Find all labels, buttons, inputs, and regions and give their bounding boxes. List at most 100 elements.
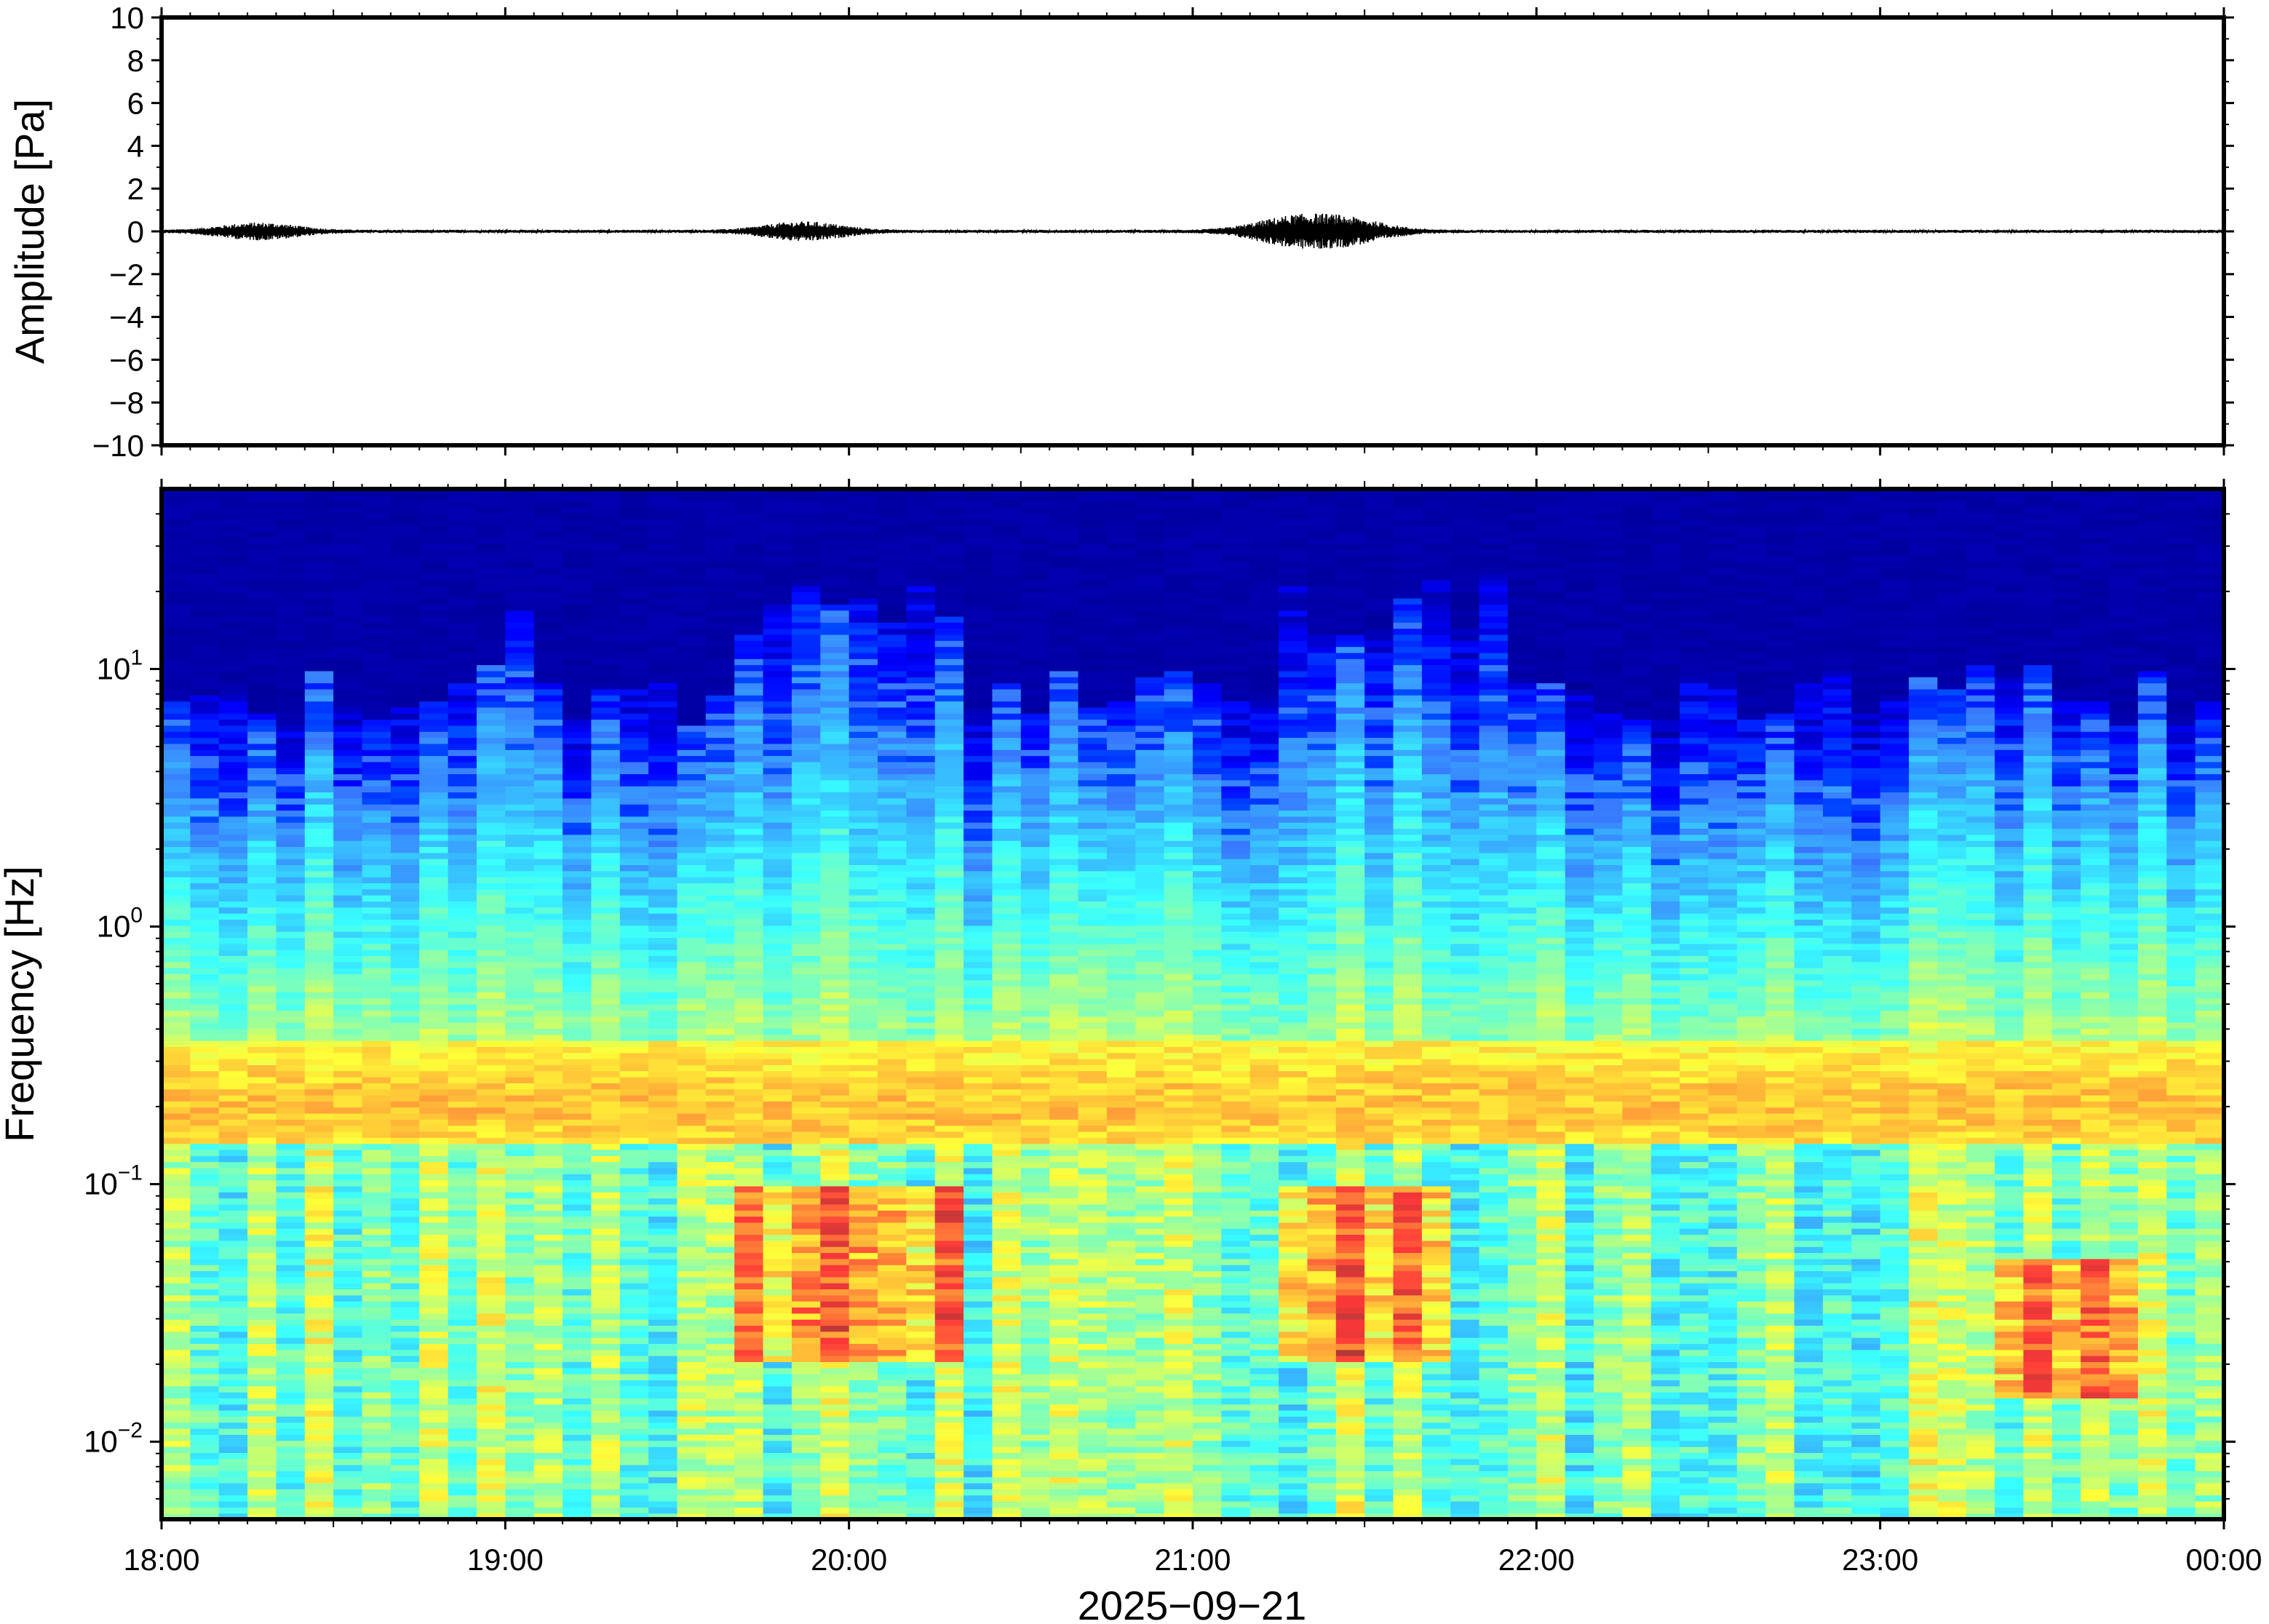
spectrogram-cell	[390, 1064, 420, 1072]
spectrogram-cell	[218, 525, 248, 532]
spectrogram-cell	[505, 1458, 535, 1465]
spectrogram-cell	[934, 1513, 964, 1519]
spectrogram-cell	[763, 731, 792, 739]
spectrogram-cell	[619, 731, 649, 739]
spectrogram-cell	[390, 1458, 420, 1465]
spectrogram-cell	[563, 870, 592, 877]
spectrogram-cell	[218, 792, 248, 799]
spectrogram-cell	[619, 573, 649, 581]
spectrogram-cell	[791, 883, 821, 890]
spectrogram-cell	[533, 1440, 563, 1447]
spectrogram-cell	[734, 677, 764, 684]
spectrogram-cell	[162, 1265, 191, 1272]
spectrogram-cell	[505, 1440, 535, 1447]
spectrogram-cell	[791, 1361, 821, 1369]
spectrogram-cell	[190, 1458, 220, 1465]
spectrogram-cell	[591, 1107, 621, 1114]
spectrogram-cell	[218, 1343, 248, 1350]
spectrogram-cell	[162, 501, 191, 508]
spectrogram-cell	[820, 1470, 850, 1478]
spectrogram-cell	[705, 592, 735, 599]
spectrogram-cell	[247, 604, 277, 611]
spectrogram-cell	[218, 1501, 248, 1508]
spectrogram-cell	[849, 725, 878, 732]
spectrogram-cell	[878, 1265, 907, 1272]
spectrogram-cell	[247, 1470, 277, 1478]
spectrogram-cell	[533, 1325, 563, 1332]
spectrogram-cell	[419, 1137, 449, 1145]
spectrogram-cell	[619, 1301, 649, 1308]
waveform-y-tick-label: −10	[92, 429, 144, 463]
waveform-y-tick-label: 0	[127, 215, 144, 249]
spectrogram-cell	[162, 1440, 191, 1447]
spectrogram-cell	[333, 1052, 363, 1059]
spectrogram-cell	[791, 743, 821, 750]
spectrogram-cell	[648, 1210, 678, 1217]
spectrogram-cell	[791, 1155, 821, 1163]
spectrogram-cell	[448, 1283, 477, 1290]
spectrogram-cell	[906, 1422, 936, 1429]
spectrogram-cell	[849, 706, 878, 714]
spectrogram-cell	[333, 1076, 363, 1083]
spectrogram-cell	[448, 701, 477, 708]
spectrogram-cell	[906, 1313, 936, 1320]
spectrogram-cell	[849, 1004, 878, 1011]
spectrogram-cell	[906, 1216, 936, 1223]
spectrogram-cell	[476, 1028, 506, 1035]
spectrogram-cell	[648, 1380, 678, 1387]
spectrogram-cell	[190, 968, 220, 974]
spectrogram-cell	[906, 816, 936, 823]
spectrogram-cell	[390, 1349, 420, 1356]
spectrogram-cell	[648, 1270, 678, 1278]
spectrogram-cell	[448, 586, 477, 593]
spectrogram-cell	[218, 1143, 248, 1150]
spectrogram-cell	[563, 768, 592, 775]
spectrogram-cell	[619, 664, 649, 672]
spectrogram-cell	[849, 913, 878, 920]
spectrogram-cell	[533, 1167, 563, 1174]
spectrogram-cell	[247, 1416, 277, 1423]
spectrogram-cell	[878, 1337, 907, 1345]
spectrogram-cell	[476, 1392, 506, 1399]
spectrogram-cell	[304, 1465, 334, 1471]
spectrogram-cell	[791, 1094, 821, 1102]
spectrogram-cell	[533, 706, 563, 714]
spectrogram-cell	[677, 1228, 707, 1235]
spectrogram-cell	[333, 682, 363, 690]
spectrogram-cell	[533, 646, 563, 653]
spectrogram-cell	[505, 501, 535, 508]
spectrogram-cell	[333, 634, 363, 641]
spectrogram-cell	[247, 804, 277, 811]
spectrogram-cell	[677, 877, 707, 884]
spectrogram-cell	[162, 1452, 191, 1460]
spectrogram-cell	[849, 1052, 878, 1059]
spectrogram-cell	[505, 1331, 535, 1338]
spectrogram-cell	[247, 1446, 277, 1453]
spectrogram-cell	[934, 931, 964, 938]
spectrogram-cell	[476, 1052, 506, 1059]
spectrogram-cell	[476, 489, 506, 495]
spectrogram-cell	[791, 597, 821, 605]
spectrogram-cell	[934, 1349, 964, 1356]
spectrogram-cell	[276, 816, 306, 823]
spectrogram-cell	[448, 561, 477, 568]
spectrogram-cell	[619, 877, 649, 884]
spectrogram-cell	[849, 537, 878, 544]
spectrogram-cell	[849, 1088, 878, 1096]
spectrogram-cell	[934, 907, 964, 914]
spectrogram-cell	[648, 961, 678, 968]
spectrogram-cell	[619, 586, 649, 593]
spectrogram-cell	[705, 755, 735, 763]
spectrogram-cell	[934, 1010, 964, 1017]
spectrogram-cell	[533, 568, 563, 575]
spectrogram-cell	[648, 664, 678, 672]
spectrogram-cell	[906, 1489, 936, 1496]
spectrogram-cell	[162, 537, 191, 544]
spectrogram-cell	[476, 1088, 506, 1096]
spectrogram-cell	[505, 725, 535, 732]
spectrogram-cell	[677, 834, 707, 841]
spectrogram-cell	[963, 1501, 993, 1508]
spectrogram-cell	[190, 677, 220, 684]
spectrogram-cell	[218, 1313, 248, 1320]
